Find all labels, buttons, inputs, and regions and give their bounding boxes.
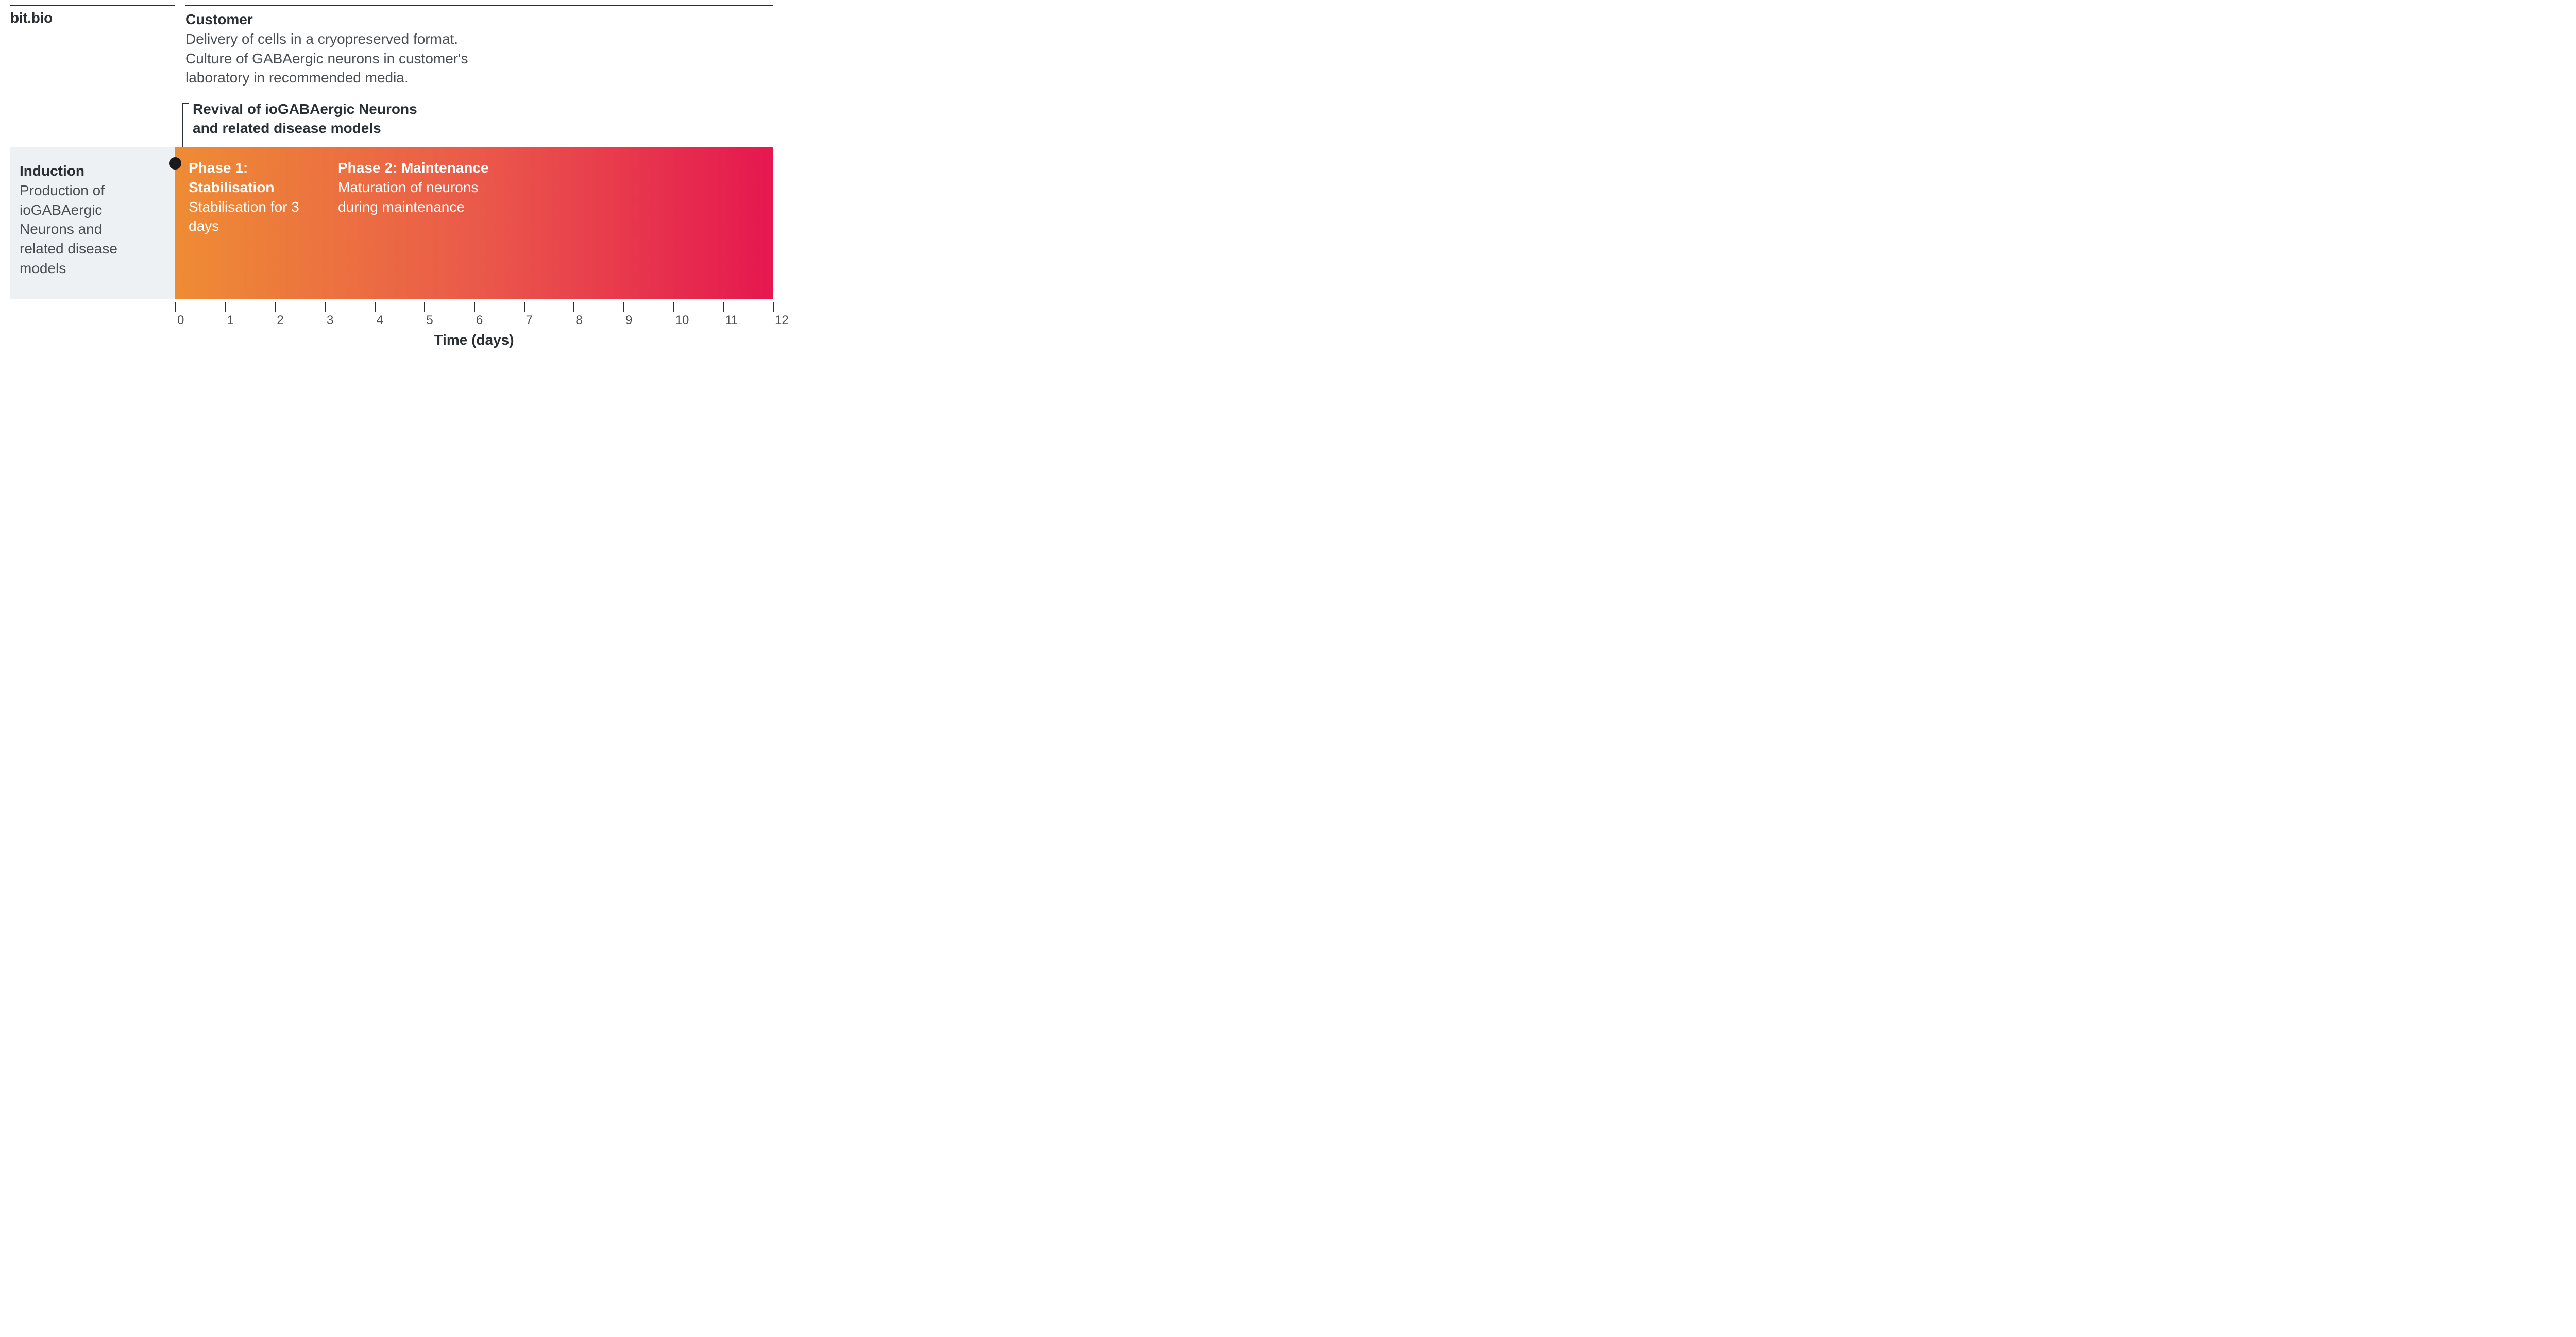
- induction-block: Induction Production of ioGABAergic Neur…: [10, 147, 175, 299]
- induction-l3: Neurons and: [20, 221, 102, 237]
- axis-tick-label: 8: [575, 313, 582, 328]
- axis-tick-label: 7: [526, 313, 533, 328]
- axis-tick-label: 3: [327, 313, 333, 328]
- axis-tick: [325, 302, 326, 312]
- revival-line1: Revival of ioGABAergic Neurons: [193, 101, 417, 117]
- axis-left-spacer: [10, 302, 175, 326]
- induction-body: Production of ioGABAergic Neurons and re…: [20, 181, 161, 278]
- axis-tick: [773, 302, 774, 312]
- phase-bar-phase1: Phase 1: StabilisationStabilisation for …: [175, 147, 325, 299]
- revival-line2: and related disease models: [193, 120, 381, 136]
- timeline-row: Induction Production of ioGABAergic Neur…: [10, 147, 773, 299]
- left-header-col: bit.bio: [10, 5, 175, 26]
- customer-title: Customer: [185, 10, 773, 29]
- axis-tick: [723, 302, 724, 312]
- right-header-col: Customer Delivery of cells in a cryopres…: [175, 5, 773, 138]
- axis-tick: [474, 302, 475, 312]
- axis-title-row: Time (days): [10, 326, 773, 348]
- diagram-root: bit.bio Customer Delivery of cells in a …: [0, 0, 783, 369]
- induction-l4: related disease: [20, 241, 117, 257]
- revival-dot-icon: [169, 157, 181, 170]
- axis-tick-label: 6: [476, 313, 483, 328]
- axis-tick: [673, 302, 674, 312]
- customer-line1: Delivery of cells in a cryopreserved for…: [185, 31, 458, 47]
- induction-title: Induction: [20, 161, 161, 181]
- axis-tick: [573, 302, 574, 312]
- phase-title-phase2: Phase 2: Maintenance: [338, 158, 759, 178]
- phase-bar-phase2: Phase 2: MaintenanceMaturation of neuron…: [325, 147, 773, 299]
- axis-tick: [275, 302, 276, 312]
- axis-tick-label: 1: [227, 313, 234, 328]
- brand-label: bit.bio: [10, 6, 175, 26]
- axis-tick: [175, 302, 176, 312]
- axis-tick: [623, 302, 624, 312]
- axis-tick-label: 5: [426, 313, 433, 328]
- axis-tick: [375, 302, 376, 312]
- axis-tick-label: 10: [675, 313, 689, 328]
- induction-l2: ioGABAergic: [20, 202, 102, 218]
- axis-tick-label: 2: [277, 313, 283, 328]
- phase-bars: Phase 1: StabilisationStabilisation for …: [175, 147, 773, 299]
- customer-line2: Culture of GABAergic neurons in customer…: [185, 50, 468, 66]
- axis-tick: [225, 302, 226, 312]
- axis-tick: [424, 302, 425, 312]
- revival-label: Revival of ioGABAergic Neurons and relat…: [185, 100, 773, 138]
- customer-body: Delivery of cells in a cryopreserved for…: [185, 29, 505, 88]
- customer-block: Customer Delivery of cells in a cryopres…: [185, 6, 773, 88]
- axis-tick-label: 9: [625, 313, 632, 328]
- phase-title-phase1: Phase 1: Stabilisation: [189, 158, 311, 197]
- axis-tick-label: 4: [377, 313, 383, 328]
- revival-bracket: [182, 103, 189, 143]
- axis-title: Time (days): [10, 332, 773, 348]
- induction-l1: Production of: [20, 182, 105, 198]
- phase-body-phase1: Stabilisation for 3 days: [189, 197, 311, 236]
- axis-tick: [524, 302, 525, 312]
- x-axis: 0123456789101112: [175, 302, 773, 326]
- axis-row: 0123456789101112: [10, 302, 773, 326]
- header-row: bit.bio Customer Delivery of cells in a …: [10, 5, 773, 138]
- induction-l5: models: [20, 260, 66, 276]
- axis-tick-label: 11: [725, 313, 738, 328]
- customer-line3: laboratory in recommended media.: [185, 70, 409, 86]
- axis-tick-label: 12: [775, 313, 789, 328]
- phase-body-phase2: Maturation of neuronsduring maintenance: [338, 178, 759, 217]
- axis-tick-label: 0: [177, 313, 184, 328]
